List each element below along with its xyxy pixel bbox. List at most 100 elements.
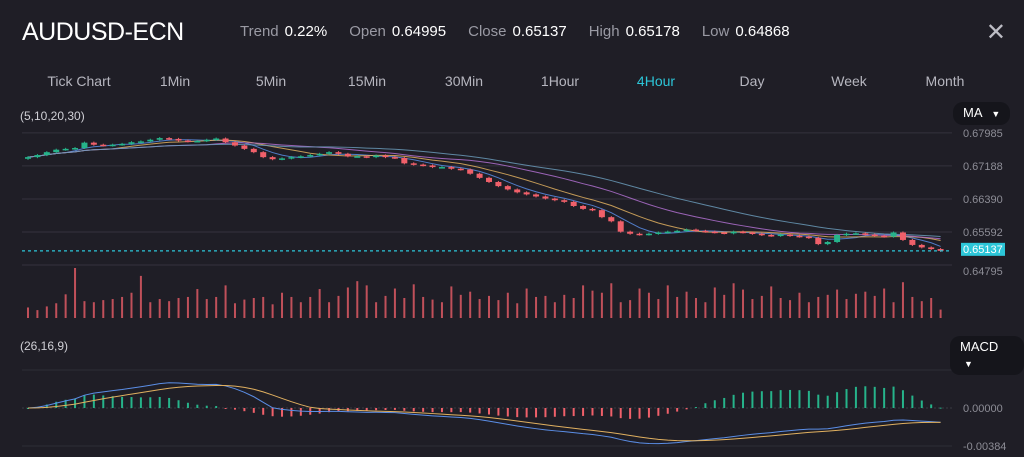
volume-bar bbox=[685, 291, 688, 318]
macd-histogram-bar bbox=[328, 408, 331, 413]
volume-bar bbox=[271, 304, 274, 318]
volume-bar bbox=[384, 295, 387, 318]
tab-5min[interactable]: 5Min bbox=[255, 73, 287, 89]
tab-15min[interactable]: 15Min bbox=[347, 73, 387, 89]
macd-histogram-bar bbox=[375, 408, 378, 411]
macd-histogram-bar bbox=[243, 408, 246, 412]
tab-week[interactable]: Week bbox=[831, 73, 867, 89]
volume-bar bbox=[299, 302, 302, 318]
candle-down bbox=[796, 235, 803, 238]
candle-down bbox=[589, 208, 596, 211]
candle-up bbox=[203, 139, 210, 142]
candle-down bbox=[420, 164, 427, 167]
current-price-badge bbox=[961, 242, 1005, 256]
tab-4hour[interactable]: 4Hour bbox=[636, 73, 676, 89]
candle-down bbox=[749, 232, 756, 234]
volume-bar bbox=[610, 283, 613, 318]
volume-bar bbox=[290, 296, 293, 318]
volume-bar bbox=[704, 302, 707, 318]
candle-up bbox=[109, 144, 116, 147]
candle-down bbox=[692, 229, 699, 232]
volume-bar bbox=[525, 288, 528, 318]
ma-indicator-dropdown[interactable]: MA ▼ bbox=[953, 102, 1011, 125]
macd-histogram-bar bbox=[779, 390, 782, 408]
volume-bar bbox=[440, 302, 443, 318]
macd-histogram-bar bbox=[694, 407, 697, 409]
volume-bar bbox=[619, 302, 622, 318]
volume-bar bbox=[779, 298, 782, 318]
tab-month[interactable]: Month bbox=[925, 73, 965, 89]
volume-bar bbox=[497, 300, 500, 318]
candle-down bbox=[881, 235, 888, 238]
stat-value: 0.64868 bbox=[735, 23, 790, 40]
volume-bar bbox=[139, 275, 142, 318]
macd-histogram-bar bbox=[920, 400, 923, 408]
macd-histogram-bar bbox=[647, 408, 650, 418]
macd-histogram-bar bbox=[638, 408, 641, 419]
macd-histogram-bar bbox=[102, 395, 105, 408]
candle-down bbox=[542, 196, 549, 199]
volume-bar bbox=[196, 289, 199, 318]
close-icon[interactable]: ✕ bbox=[985, 19, 1006, 46]
volume-bar bbox=[732, 283, 735, 318]
candle-up bbox=[72, 148, 79, 150]
candle-down bbox=[486, 177, 492, 182]
volume-bar bbox=[130, 292, 133, 318]
volume-bar bbox=[826, 294, 829, 318]
macd-histogram-bar bbox=[760, 391, 763, 408]
macd-histogram-bar bbox=[92, 394, 95, 408]
candle-down bbox=[391, 157, 398, 159]
stat-close: Close 0.65137 bbox=[468, 23, 567, 40]
volume-bar bbox=[930, 298, 933, 318]
volume-bar bbox=[393, 288, 396, 318]
macd-histogram-bar bbox=[911, 395, 914, 408]
macd-histogram-bar bbox=[600, 408, 603, 416]
volume-bar bbox=[694, 298, 697, 318]
candle-up bbox=[438, 167, 445, 169]
volume-bar bbox=[553, 302, 556, 318]
candle-up bbox=[843, 233, 850, 236]
tab-30min[interactable]: 30Min bbox=[444, 73, 484, 89]
tab-day[interactable]: Day bbox=[739, 73, 765, 89]
macd-histogram-bar bbox=[403, 408, 406, 411]
volume-bar bbox=[450, 286, 453, 318]
candle-down bbox=[768, 234, 775, 237]
tab-1hour[interactable]: 1Hour bbox=[540, 73, 580, 89]
macd-histogram-bar bbox=[770, 391, 773, 408]
candle-up bbox=[834, 234, 841, 243]
volume-bar bbox=[582, 285, 585, 318]
caret-down-icon: ▼ bbox=[991, 109, 1001, 119]
candle-up bbox=[43, 152, 50, 156]
macd-histogram-bar bbox=[422, 408, 425, 412]
macd-histogram-bar bbox=[535, 408, 538, 418]
macd-histogram-bar bbox=[130, 397, 133, 408]
volume-bar bbox=[647, 292, 650, 318]
candle-up bbox=[674, 230, 681, 233]
candle-down bbox=[90, 142, 97, 145]
macd-histogram-bar bbox=[704, 403, 707, 408]
stat-value: 0.65137 bbox=[512, 23, 567, 40]
macd-histogram-bar bbox=[27, 408, 29, 409]
macd-histogram-bar bbox=[158, 396, 161, 408]
candle-up bbox=[119, 143, 126, 146]
volume-bar bbox=[318, 289, 321, 318]
stat-high: High 0.65178 bbox=[589, 23, 680, 40]
volume-bar bbox=[412, 284, 415, 318]
volume-bar bbox=[798, 292, 801, 318]
tab-tick-chart[interactable]: Tick Chart bbox=[47, 73, 111, 89]
macd-histogram-bar bbox=[139, 397, 142, 408]
macd-indicator-dropdown[interactable]: MACD ▼ bbox=[950, 336, 1024, 375]
volume-bar bbox=[638, 288, 641, 318]
stat-value: 0.65178 bbox=[625, 23, 680, 40]
tab-1min[interactable]: 1Min bbox=[159, 73, 191, 89]
candle-down bbox=[410, 163, 417, 165]
macd-histogram-bar bbox=[713, 400, 716, 408]
volume-bar bbox=[346, 287, 349, 318]
candle-down bbox=[711, 231, 718, 234]
candle-down bbox=[523, 192, 530, 195]
candle-up bbox=[156, 138, 163, 140]
macd-histogram-bar bbox=[666, 408, 669, 414]
candle-down bbox=[721, 232, 728, 234]
macd-histogram-bar bbox=[356, 408, 359, 411]
